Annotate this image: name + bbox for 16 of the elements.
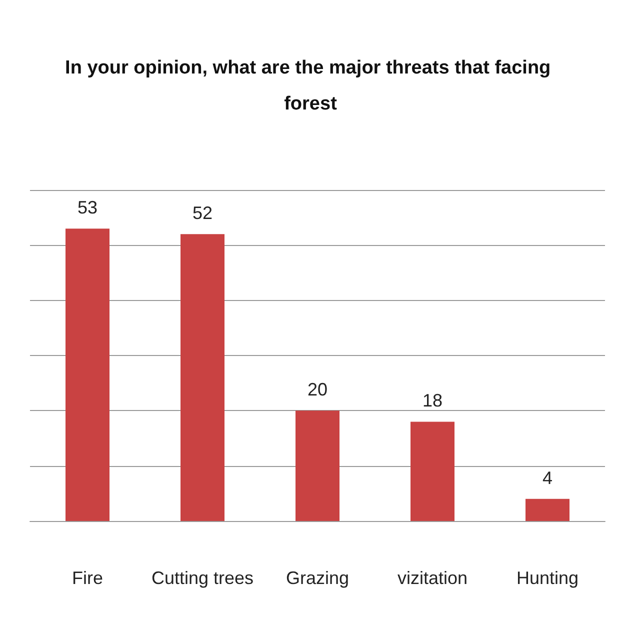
x-tick-label: Grazing [286,568,350,588]
data-label: 4 [542,468,553,488]
x-tick-label: Cutting trees [151,568,254,588]
data-label: 52 [192,203,213,224]
x-tick-label: Hunting [516,568,579,588]
x-tick-label: Fire [72,568,103,588]
x-tick-label: vizitation [397,568,468,588]
data-label: 18 [422,390,443,411]
bar [66,228,110,521]
bar [526,498,570,521]
data-label: 53 [77,198,98,218]
chart-title: In your opinion, what are the major threats that facing forest [65,58,556,114]
data-label: 20 [307,380,328,400]
bar [410,422,454,521]
bar [296,410,340,521]
bar [180,234,224,521]
